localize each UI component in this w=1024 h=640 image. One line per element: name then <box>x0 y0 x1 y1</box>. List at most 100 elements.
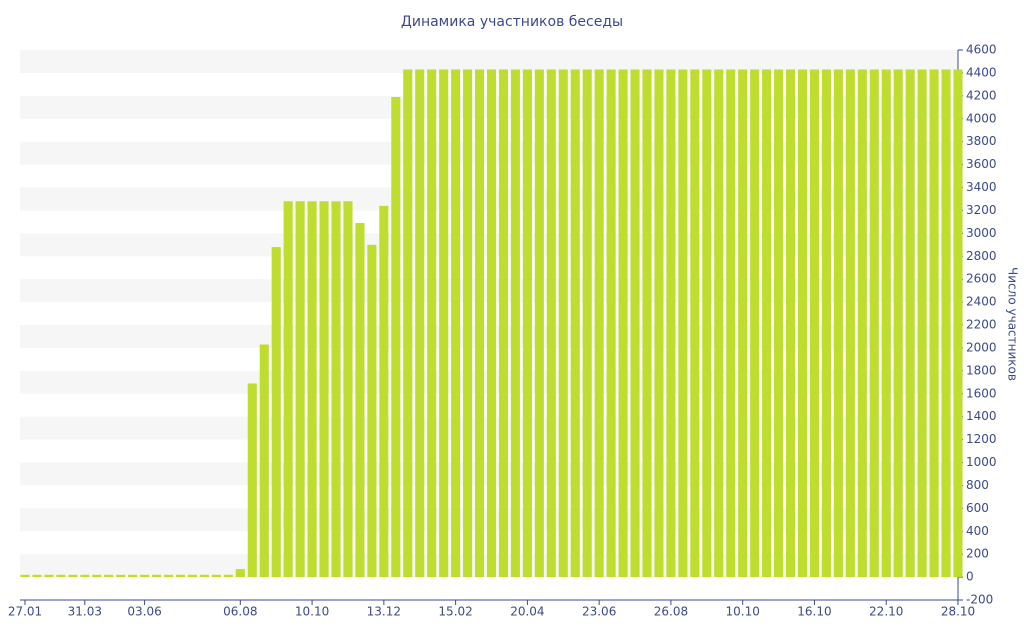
bar <box>391 96 401 578</box>
y-tick-label: 200 <box>966 547 989 561</box>
bar <box>463 69 473 578</box>
bar <box>415 69 425 578</box>
bar <box>163 574 174 578</box>
bar <box>630 69 640 578</box>
y-tick-label: 1000 <box>966 455 997 469</box>
bar <box>917 69 927 578</box>
bar <box>821 69 831 578</box>
bar <box>714 69 724 578</box>
x-tick-label: 16.10 <box>797 605 831 619</box>
bar <box>140 574 150 578</box>
bar <box>881 69 891 578</box>
x-tick-label: 13.12 <box>367 605 401 619</box>
y-tick-label: 400 <box>966 524 989 538</box>
bar <box>235 569 245 578</box>
bar <box>152 574 162 578</box>
bar <box>953 69 963 578</box>
bar <box>905 69 915 578</box>
bar <box>666 69 676 578</box>
bar <box>355 223 365 578</box>
chart-title: Динамика участников беседы <box>401 14 623 30</box>
x-tick-label: 22.10 <box>869 605 903 619</box>
bar <box>247 383 257 578</box>
bar <box>379 205 389 578</box>
bar <box>534 69 544 578</box>
bar <box>295 201 305 578</box>
bar <box>403 69 413 578</box>
bar <box>319 201 329 578</box>
bar <box>558 69 568 578</box>
y-axis-label: Число участников <box>1006 267 1020 381</box>
bar <box>307 201 317 578</box>
bar <box>343 201 353 578</box>
y-tick-label: 2000 <box>966 340 997 354</box>
y-tick-label: 2200 <box>966 318 997 332</box>
y-tick-label: 4400 <box>966 65 997 79</box>
y-tick-label: 4600 <box>966 43 997 57</box>
y-tick-label: 2400 <box>966 295 997 309</box>
bar <box>726 69 736 578</box>
bar <box>92 574 102 578</box>
x-tick-label: 10.10 <box>295 605 329 619</box>
bar <box>68 574 78 578</box>
bar <box>654 69 664 578</box>
bar <box>474 69 485 578</box>
bar <box>809 69 820 578</box>
y-tick-label: 3800 <box>966 134 997 148</box>
x-tick-label: 20.04 <box>510 605 544 619</box>
y-tick-label: 1400 <box>966 409 997 423</box>
bar <box>618 69 628 578</box>
x-tick-label: 15.02 <box>438 605 472 619</box>
y-tick-label: 4200 <box>966 88 997 102</box>
bar <box>175 574 186 578</box>
bar <box>642 69 652 578</box>
bar <box>893 69 903 578</box>
y-tick-label: -200 <box>966 593 993 607</box>
bar <box>56 574 66 578</box>
bar <box>522 69 532 578</box>
x-tick-label: 28.10 <box>941 605 975 619</box>
bar <box>451 69 461 578</box>
bar <box>259 344 269 578</box>
bar <box>678 69 688 578</box>
bar <box>283 201 293 578</box>
bar <box>833 69 843 578</box>
bar <box>271 247 281 578</box>
y-tick-label: 4000 <box>966 111 997 125</box>
bar <box>941 69 951 578</box>
bar <box>929 69 939 578</box>
bar <box>797 69 808 578</box>
bar <box>32 574 42 578</box>
bar <box>738 69 748 578</box>
bar <box>427 69 437 578</box>
bar <box>486 69 497 578</box>
bar <box>116 574 126 578</box>
bar <box>702 69 712 578</box>
bar <box>606 69 616 578</box>
bar <box>594 69 604 578</box>
bar <box>223 574 233 578</box>
y-tick-label: 600 <box>966 501 989 515</box>
bar <box>774 69 784 578</box>
bar <box>750 69 760 578</box>
x-tick-label: 26.08 <box>654 605 688 619</box>
bar <box>104 574 114 578</box>
bar <box>510 69 520 578</box>
bar <box>20 574 30 578</box>
y-tick-label: 3000 <box>966 226 997 240</box>
y-tick-label: 1800 <box>966 363 997 377</box>
y-tick-label: 0 <box>966 570 974 584</box>
bar <box>857 69 867 578</box>
y-tick-label: 3600 <box>966 157 997 171</box>
bar <box>690 69 700 578</box>
y-tick-label: 3400 <box>966 180 997 194</box>
x-tick-label: 27.01 <box>8 605 42 619</box>
bar <box>187 574 198 578</box>
bar <box>762 69 772 578</box>
bar <box>80 574 90 578</box>
bar <box>785 69 796 578</box>
x-tick-label: 03.06 <box>127 605 161 619</box>
y-tick-label: 800 <box>966 478 989 492</box>
bar <box>546 69 556 578</box>
